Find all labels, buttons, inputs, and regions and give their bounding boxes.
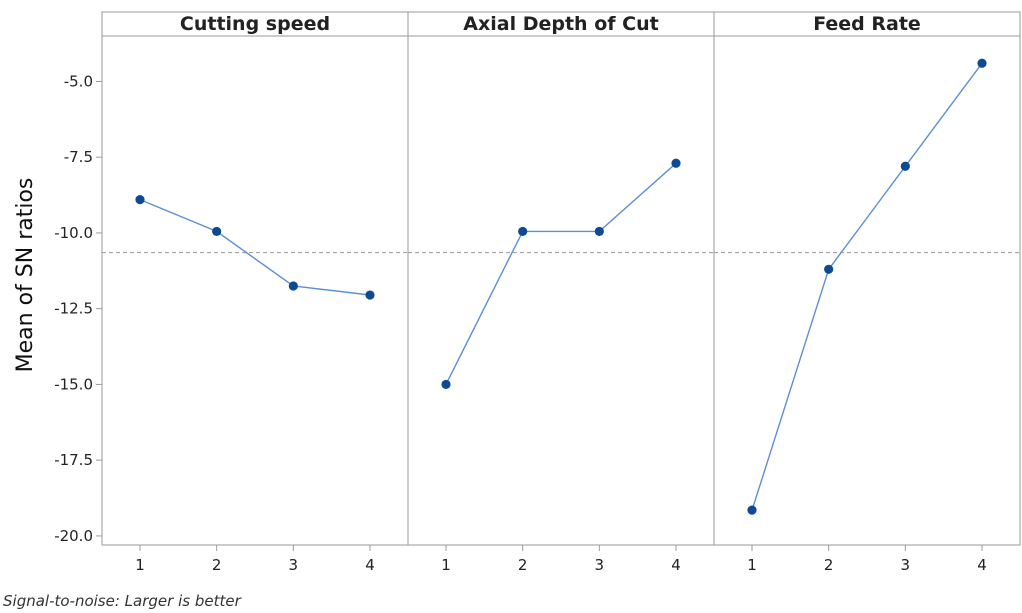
x-tick-label: 4 — [977, 556, 987, 574]
y-axis: -5.0 -7.5 -10.0 -12.5 -15.0 -17.5 -20.0 — [54, 12, 103, 545]
y-axis-label: Mean of SN ratios — [13, 178, 38, 373]
data-point — [824, 264, 834, 274]
x-tick-label: 4 — [671, 556, 681, 574]
x-tick-label: 4 — [365, 556, 375, 574]
y-tick-label: -7.5 — [64, 148, 93, 166]
panel-1: Cutting speed 1 2 3 4 — [101, 11, 409, 574]
x-tick-label: 2 — [212, 556, 222, 574]
panel-3: Feed Rate 1 2 3 4 — [713, 11, 1021, 574]
series-line — [445, 162, 677, 385]
x-tick-label: 1 — [441, 556, 451, 574]
x-tick-label: 3 — [289, 556, 299, 574]
x-tick-label: 2 — [518, 556, 528, 574]
data-point — [977, 58, 987, 68]
panel-title: Axial Depth of Cut — [463, 13, 658, 35]
y-tick-label: -12.5 — [54, 300, 93, 318]
footnote: Signal-to-noise: Larger is better — [3, 592, 242, 610]
x-tick-label: 3 — [595, 556, 605, 574]
y-tick-label: -20.0 — [54, 527, 93, 545]
data-point — [212, 226, 222, 237]
data-point — [441, 379, 451, 390]
data-point — [518, 226, 528, 237]
x-tick-label: 1 — [747, 556, 757, 574]
series-line — [751, 62, 983, 511]
data-point — [365, 290, 375, 300]
panel-title: Cutting speed — [180, 13, 330, 35]
series-line — [139, 198, 371, 296]
panel-frame — [713, 11, 1021, 546]
y-tick-label: -15.0 — [54, 375, 93, 393]
y-tick-label: -10.0 — [54, 224, 93, 242]
y-tick-label: -17.5 — [54, 451, 93, 469]
data-point — [135, 195, 145, 205]
data-point — [747, 505, 757, 515]
panel-frame — [407, 11, 715, 546]
y-tick-label: -5.0 — [64, 72, 93, 90]
data-point — [594, 226, 604, 237]
panel-title: Feed Rate — [813, 13, 921, 35]
x-tick-label: 2 — [824, 556, 834, 574]
data-point — [288, 281, 298, 291]
x-tick-label: 3 — [901, 556, 911, 574]
x-tick-label: 1 — [135, 556, 145, 574]
panel-2: Axial Depth of Cut 1 2 3 4 — [407, 11, 715, 574]
data-point — [671, 158, 681, 168]
panel-frame — [101, 11, 409, 546]
data-point — [900, 161, 910, 171]
